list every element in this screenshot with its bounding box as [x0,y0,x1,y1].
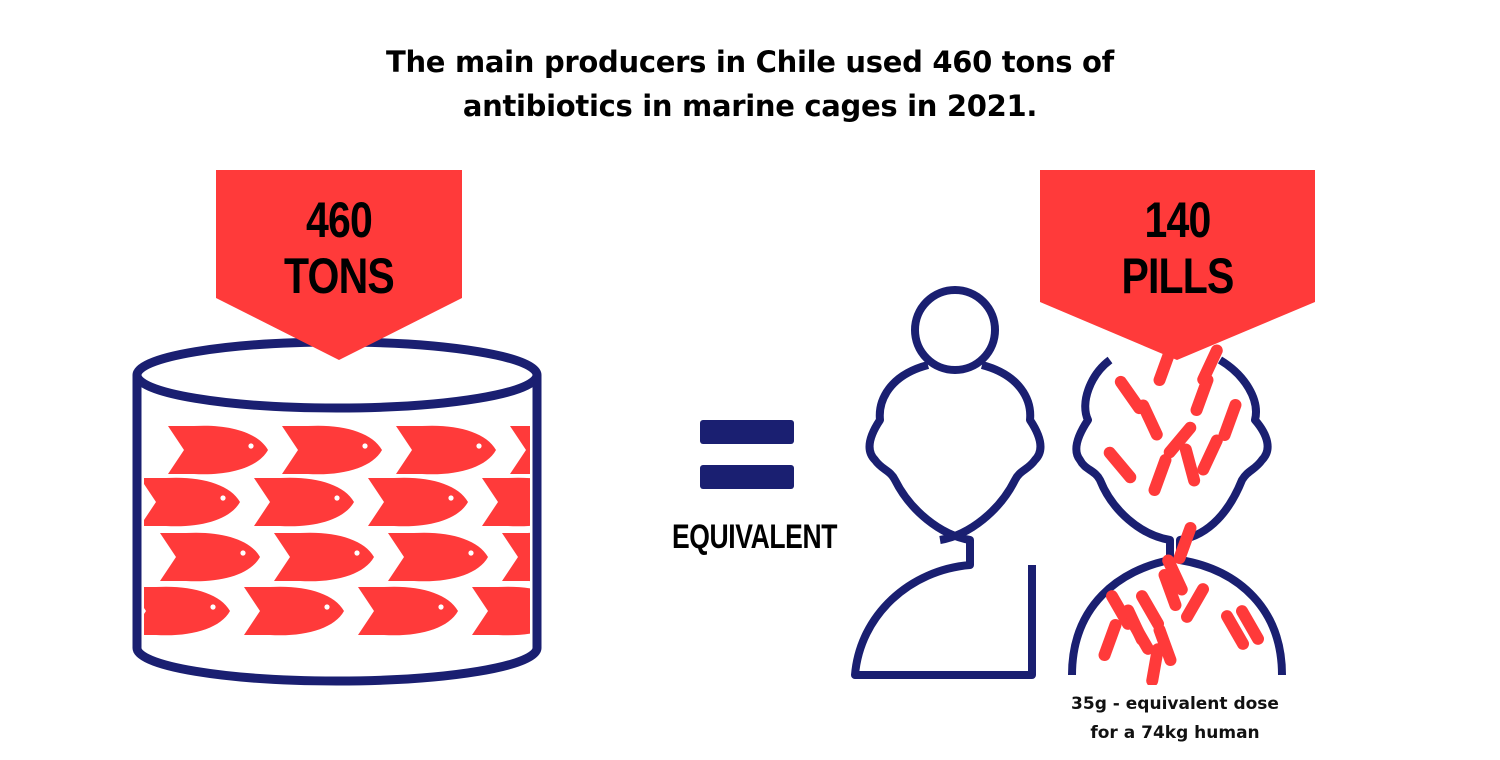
pill-icon [1197,344,1223,386]
fish-icon [254,477,354,527]
pill-icon [1236,605,1264,645]
dose-caption: 35g - equivalent dose for a 74kg human [1040,690,1310,748]
tons-unit: TONS [284,248,395,304]
pill-icon [1153,623,1177,667]
fish-icon [274,532,374,582]
fish-icon [244,586,344,636]
fish-icon [144,477,240,527]
pills-number: 140 [1144,192,1212,248]
fish-icon [396,425,496,475]
pill-icon [1162,554,1188,596]
equals-icon [700,420,794,489]
fish-icon [358,586,458,636]
pill-icon [1137,399,1163,441]
pill-icon [1218,398,1242,442]
pills-group [1098,343,1264,685]
tons-banner: 460 TONS [216,170,462,360]
pill-icon [1197,434,1223,476]
dose-caption-line-2: for a 74kg human [1090,723,1260,743]
fish-icon [282,425,382,475]
tons-number: 460 [306,192,373,248]
banner-arrow-shape [1040,170,1315,360]
pills-unit: PILLS [1121,248,1234,304]
headline-line-1: The main producers in Chile used 460 ton… [385,45,1114,79]
pill-icon [1098,618,1122,662]
pills-value: 140 PILLS [1065,192,1291,304]
pill-icon [1190,373,1214,417]
pill-icon [1146,643,1164,685]
fish-drum-icon [132,337,542,686]
person-icon-pills [1068,356,1286,676]
pill-icon [1173,521,1197,565]
tons-value: 460 TONS [238,192,440,304]
fish-icon [472,586,530,636]
fish-icon [368,477,468,527]
person-icon [851,286,1045,679]
equivalent-label: EQUIVALENT [672,518,838,556]
pill-icon [1221,610,1249,650]
pill-icon [1181,583,1209,623]
dose-caption-line-1: 35g - equivalent dose [1071,694,1279,714]
headline: The main producers in Chile used 460 ton… [250,40,1250,128]
pill-icon [1126,615,1154,655]
fish-icon [510,426,530,474]
fish-icon [144,586,230,636]
pills-banner: 140 PILLS [1040,170,1315,360]
pill-icon [1179,443,1201,487]
fish-icon [502,532,530,582]
fish-icon [168,425,268,475]
banner-arrow-shape [216,170,462,360]
pill-icon [1158,568,1182,612]
fish-icon [160,532,260,582]
pill-icon [1136,590,1164,630]
people-illustration [851,286,1286,685]
pill-icon [1103,446,1137,484]
fish-icon [388,532,488,582]
headline-line-2: antibiotics in marine cages in 2021. [462,89,1038,123]
pill-icon [1163,421,1197,459]
fish-icon [482,477,530,527]
pill-icon [1148,453,1172,497]
